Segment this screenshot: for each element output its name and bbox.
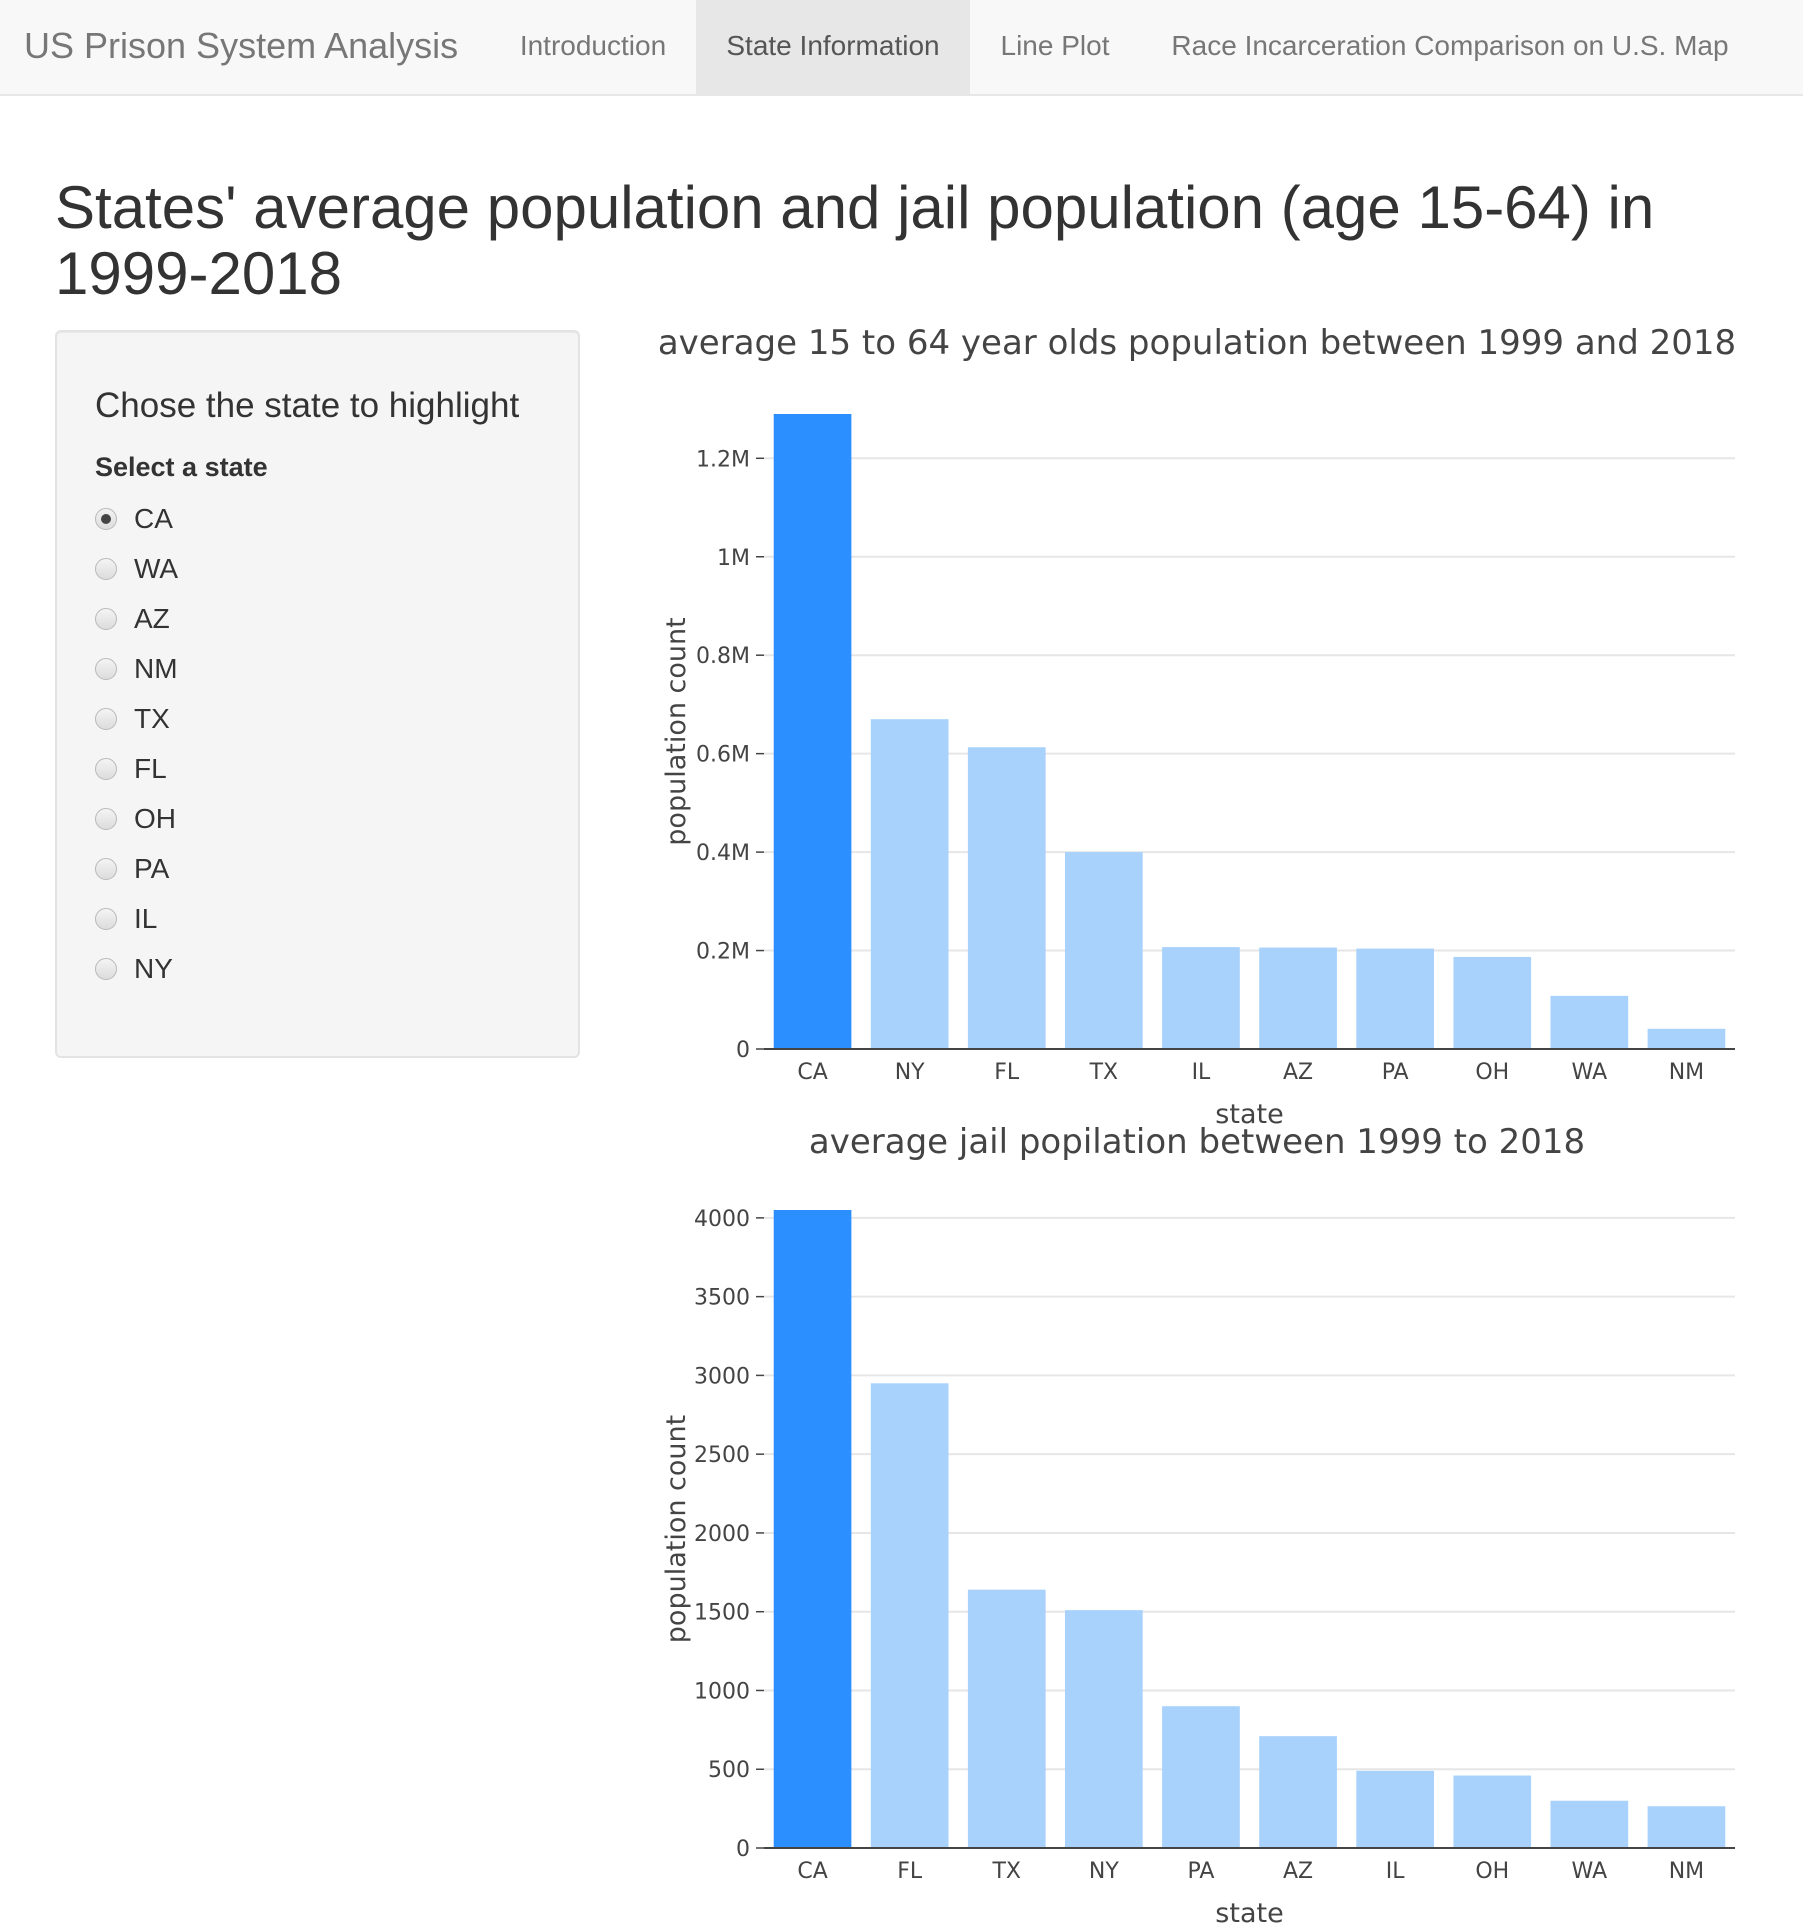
bar-pa[interactable]: [1356, 948, 1434, 1049]
x-tick-label: OH: [1475, 1859, 1509, 1884]
y-axis-title: population count: [661, 617, 692, 845]
navbar: US Prison System Analysis Introduction S…: [0, 0, 1803, 96]
bar-wa[interactable]: [1550, 1800, 1629, 1848]
radio-label: NY: [134, 953, 173, 984]
bar-ca[interactable]: [773, 414, 852, 1049]
radio-label: AZ: [134, 603, 170, 634]
chart-title: average 15 to 64 year olds population be…: [658, 323, 1736, 363]
select-state-label: Select a state: [95, 452, 268, 482]
x-tick-label: CA: [797, 1060, 827, 1085]
y-tick-label: 0.8M: [696, 644, 750, 669]
bar-ny[interactable]: [1065, 1610, 1143, 1848]
x-tick-label: NM: [1669, 1060, 1704, 1085]
radio-button[interactable]: [95, 858, 117, 880]
bar-ca[interactable]: [773, 1210, 852, 1848]
bar-az[interactable]: [1259, 947, 1337, 1049]
y-tick-label: 0.6M: [696, 743, 750, 768]
y-axis-title: population count: [661, 1415, 692, 1643]
radio-label: WA: [134, 553, 179, 584]
y-tick-label: 1M: [717, 546, 750, 571]
bar-pa[interactable]: [1162, 1706, 1240, 1848]
radio-button[interactable]: [95, 608, 117, 630]
population-bar-chart: average 15 to 64 year olds population be…: [658, 323, 1736, 1130]
bar-tx[interactable]: [967, 1589, 1046, 1848]
bar-wa[interactable]: [1550, 995, 1629, 1049]
y-tick-label: 0: [736, 1837, 750, 1862]
x-tick-label: OH: [1475, 1060, 1509, 1085]
x-tick-label: FL: [994, 1060, 1020, 1085]
radio-label: TX: [134, 703, 170, 734]
x-tick-label: TX: [991, 1859, 1021, 1884]
x-tick-label: WA: [1572, 1859, 1608, 1884]
y-tick-label: 1000: [694, 1679, 750, 1704]
x-tick-label: IL: [1386, 1859, 1405, 1884]
x-tick-label: AZ: [1283, 1060, 1313, 1085]
radio-button[interactable]: [95, 758, 117, 780]
y-tick-label: 2000: [694, 1522, 750, 1547]
x-tick-label: IL: [1192, 1060, 1211, 1085]
bar-ny[interactable]: [870, 719, 949, 1049]
y-tick-label: 3500: [694, 1286, 750, 1311]
bar-il[interactable]: [1356, 1770, 1434, 1848]
radio-button[interactable]: [95, 708, 117, 730]
x-tick-label: PA: [1382, 1060, 1409, 1085]
x-tick-label: NY: [1089, 1859, 1119, 1884]
radio-label: PA: [134, 853, 170, 884]
x-tick-label: PA: [1187, 1859, 1214, 1884]
radio-label: NM: [134, 653, 178, 684]
radio-button[interactable]: [95, 808, 117, 830]
bar-fl[interactable]: [967, 747, 1046, 1049]
radio-label: IL: [134, 903, 158, 934]
radio-button[interactable]: [95, 508, 117, 530]
bar-oh[interactable]: [1453, 1775, 1532, 1848]
bar-tx[interactable]: [1065, 852, 1143, 1049]
bar-az[interactable]: [1259, 1736, 1337, 1848]
y-tick-label: 0.4M: [696, 841, 750, 866]
y-tick-label: 0: [736, 1038, 750, 1063]
radio-label: CA: [134, 503, 173, 534]
bar-nm[interactable]: [1647, 1028, 1726, 1049]
bar-oh[interactable]: [1453, 956, 1532, 1049]
tab-introduction[interactable]: Introduction: [519, 30, 667, 61]
radio-button[interactable]: [95, 658, 117, 680]
chart-title: average jail popilation between 1999 to …: [809, 1122, 1585, 1162]
jail-population-bar-chart: average jail popilation between 1999 to …: [661, 1122, 1735, 1926]
y-tick-label: 4000: [694, 1207, 750, 1232]
bar-nm[interactable]: [1647, 1806, 1726, 1848]
radio-label: FL: [134, 753, 167, 784]
x-tick-label: WA: [1572, 1060, 1608, 1085]
x-axis-title: state: [1215, 1099, 1283, 1130]
x-tick-label: NY: [895, 1060, 925, 1085]
y-tick-label: 3000: [694, 1364, 750, 1389]
x-tick-label: FL: [897, 1859, 923, 1884]
bar-fl[interactable]: [870, 1383, 949, 1848]
x-tick-label: TX: [1089, 1060, 1119, 1085]
tab-race-incarceration-map[interactable]: Race Incarceration Comparison on U.S. Ma…: [1171, 30, 1729, 61]
radio-button[interactable]: [95, 958, 117, 980]
brand-title[interactable]: US Prison System Analysis: [24, 25, 459, 66]
y-tick-label: 1.2M: [696, 447, 750, 472]
bar-il[interactable]: [1162, 947, 1240, 1049]
x-tick-label: NM: [1669, 1859, 1704, 1884]
y-tick-label: 2500: [694, 1443, 750, 1468]
radio-button[interactable]: [95, 558, 117, 580]
y-tick-label: 0.2M: [696, 940, 750, 965]
tab-line-plot[interactable]: Line Plot: [1000, 30, 1110, 61]
y-tick-label: 1500: [694, 1601, 750, 1626]
page-title: States' average population and jail popu…: [55, 174, 1655, 307]
radio-button[interactable]: [95, 908, 117, 930]
sidebar-panel: Chose the state to highlight Select a st…: [55, 330, 580, 1058]
tab-state-information[interactable]: State Information: [696, 0, 970, 94]
sidebar-heading: Chose the state to highlight: [95, 386, 520, 425]
x-tick-label: AZ: [1283, 1859, 1313, 1884]
y-tick-label: 500: [708, 1758, 750, 1783]
x-tick-label: CA: [797, 1859, 827, 1884]
radio-label: OH: [134, 803, 176, 834]
x-axis-title: state: [1215, 1898, 1283, 1926]
